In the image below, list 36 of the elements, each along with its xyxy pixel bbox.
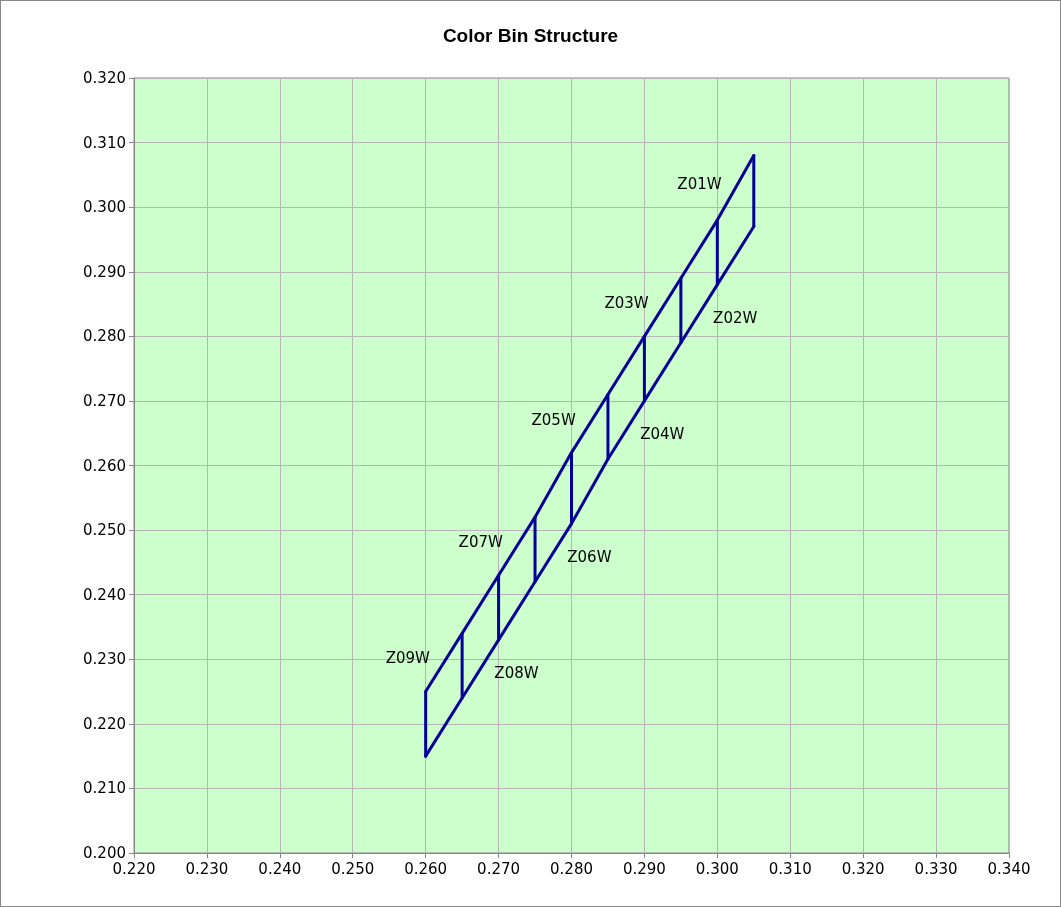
annotation: Z01W [677,174,722,193]
chart-title: Color Bin Structure [442,25,619,46]
x-tick-label: 0.250 [331,859,375,878]
y-tick-label: 0.260 [83,456,126,475]
y-tick-label: 0.300 [83,198,126,217]
y-tick-label: 0.200 [83,844,126,862]
y-tick-label: 0.220 [83,714,126,733]
x-tick-label: 0.240 [258,859,302,878]
y-tick-label: 0.230 [83,650,126,669]
annotation: Z04W [640,424,685,443]
y-tick-label: 0.270 [83,391,126,410]
annotation: Z05W [531,410,576,429]
x-tick-label: 0.280 [550,859,593,878]
y-tick-label: 0.290 [83,262,126,281]
x-tick-label: 0.310 [768,859,812,878]
y-tick-label: 0.280 [83,327,126,346]
annotation: Z06W [567,547,612,566]
x-tick-label: 0.220 [112,859,156,878]
x-tick-label: 0.230 [185,859,229,878]
y-tick-label: 0.320 [83,69,126,87]
x-tick-label: 0.260 [404,859,448,878]
x-tick-label: 0.340 [987,859,1031,878]
x-tick-label: 0.300 [695,859,739,878]
annotation: Z03W [604,294,649,313]
y-tick-label: 0.310 [83,133,126,152]
x-tick-label: 0.270 [477,859,521,878]
y-tick-label: 0.210 [83,779,126,798]
annotation: Z08W [494,663,539,682]
annotation: Z09W [385,649,431,668]
annotation: Z02W [713,308,758,327]
y-tick-label: 0.250 [83,521,126,540]
x-tick-label: 0.330 [914,859,958,878]
x-tick-label: 0.290 [622,859,666,878]
y-tick-label: 0.240 [83,585,126,604]
x-tick-label: 0.320 [841,859,885,878]
annotation: Z07W [458,533,503,552]
